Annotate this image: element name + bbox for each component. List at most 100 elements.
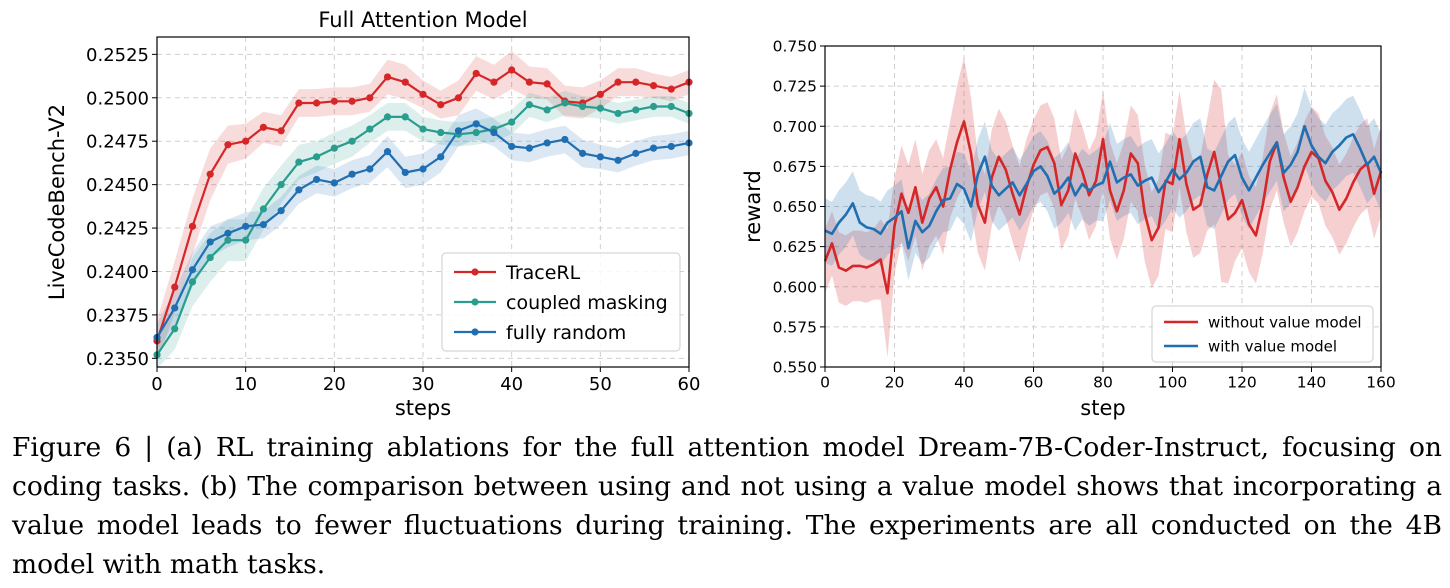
chart-a-point xyxy=(472,120,480,128)
chart-a-legend-label: coupled masking xyxy=(506,292,668,314)
chart-a-point xyxy=(472,69,480,78)
chart-a-band-series-1 xyxy=(157,90,689,369)
chart-a-point xyxy=(188,266,197,274)
chart-a-y-axis-label: LiveCodeBench-V2 xyxy=(45,104,69,300)
chart-a-point xyxy=(508,66,516,74)
chart-a-point xyxy=(614,78,622,86)
chart-a-point xyxy=(508,118,516,126)
chart-a-band-series-2 xyxy=(157,108,689,352)
chart-a-point xyxy=(490,128,498,137)
chart-a-point xyxy=(561,135,569,144)
chart-a-point xyxy=(242,222,250,230)
chart-a-band-series-0 xyxy=(157,50,689,362)
chart-a-bands xyxy=(157,50,689,369)
chart-b-y-tick-label: 0.725 xyxy=(773,78,817,96)
chart-a-point xyxy=(667,142,675,151)
chart-a-point xyxy=(383,148,392,156)
chart-a-point xyxy=(401,78,409,86)
figure-canvas: 0 10 20 30 40 50 60 0.23500.23750.24000.24250.… xyxy=(45,8,1396,420)
chart-a-point xyxy=(313,175,321,184)
caption-line-3: a value model leads to fewer fluctuation… xyxy=(12,471,1442,541)
chart-a-point xyxy=(596,153,604,161)
chart-a-point xyxy=(171,325,179,333)
chart-a-point xyxy=(632,106,640,114)
chart-a-point xyxy=(667,85,675,93)
chart-a-point xyxy=(525,101,534,109)
chart-a-point xyxy=(632,149,640,157)
chart-full-attention: 0 10 20 30 40 50 60 0.23500.23750.24000.24250.… xyxy=(45,8,700,420)
chart-a-x-tick-label: 50 xyxy=(589,374,612,395)
chart-a-point xyxy=(419,90,427,98)
chart-a-point xyxy=(171,304,179,312)
chart-a-point xyxy=(206,238,214,246)
chart-a-point xyxy=(224,141,232,149)
chart-a-point xyxy=(543,80,551,88)
chart-a-point xyxy=(242,137,250,145)
chart-b-line-series-0 xyxy=(823,120,1383,295)
chart-a-point xyxy=(366,125,374,133)
chart-b-x-tick-label: 120 xyxy=(1227,374,1257,392)
caption-line-4: 4B model with math tasks. xyxy=(12,510,1442,580)
chart-b-y-tick-label: 0.600 xyxy=(773,278,817,296)
chart-a-legend-label: fully random xyxy=(506,322,626,344)
chart-a-point xyxy=(348,137,356,145)
chart-a-x-axis-label: steps xyxy=(395,396,451,420)
chart-b-y-tick-label: 0.750 xyxy=(773,38,817,56)
caption-line-1: Figure 6 | (a) RL training ablations for… xyxy=(12,432,1442,463)
chart-b-x-axis-label: step xyxy=(1080,396,1125,420)
chart-a-point xyxy=(313,153,321,161)
chart-b-y-tick-label: 0.675 xyxy=(773,158,817,176)
chart-a-point xyxy=(632,78,640,86)
chart-a-point xyxy=(579,149,587,157)
chart-a-title: Full Attention Model xyxy=(318,8,527,32)
chart-a-y-tick-label: 0.2525 xyxy=(86,45,149,66)
chart-b-x-tick-label: 160 xyxy=(1366,374,1396,392)
chart-a-point xyxy=(490,78,498,86)
chart-a-point xyxy=(401,168,409,177)
chart-a-point xyxy=(437,101,445,109)
chart-a-point xyxy=(596,104,604,112)
chart-a-x-tick-label: 10 xyxy=(234,374,257,395)
chart-a-point xyxy=(188,278,197,286)
chart-a-point xyxy=(188,222,197,230)
chart-a-point xyxy=(348,170,356,178)
chart-b-y-axis-label: reward xyxy=(741,170,765,243)
chart-a-point xyxy=(596,90,604,98)
chart-a-point xyxy=(348,97,356,105)
chart-a-legend: TraceRL coupled masking fully random xyxy=(441,252,681,352)
chart-a-x-tick-label: 30 xyxy=(412,374,435,395)
chart-a-point xyxy=(277,207,285,215)
chart-a-legend-marker xyxy=(471,268,479,276)
chart-a-point xyxy=(543,139,551,147)
chart-a-y-tick-label: 0.2450 xyxy=(86,175,149,196)
chart-a-point xyxy=(649,102,658,111)
chart-a-legend-marker xyxy=(471,328,479,336)
chart-a-y-tick-label: 0.2375 xyxy=(86,305,149,326)
chart-a-point xyxy=(454,127,463,135)
chart-a-point xyxy=(437,153,445,161)
chart-b-x-tick-label: 60 xyxy=(1024,374,1044,392)
chart-a-point xyxy=(419,165,427,173)
chart-a-point xyxy=(242,236,250,244)
chart-a-point xyxy=(561,99,569,107)
chart-b-y-tick-label: 0.700 xyxy=(773,118,817,136)
chart-a-point xyxy=(614,156,622,164)
chart-b-x-tick-label: 20 xyxy=(885,374,905,392)
chart-a-x-ticks: 0 10 20 30 40 50 60 xyxy=(151,367,700,395)
chart-b-bands xyxy=(825,57,1381,358)
chart-a-point xyxy=(277,127,285,135)
chart-a-y-ticks: 0.2350 0.2375 0.2400 0.2425 0.2450 0.2475 0.25… xyxy=(86,45,157,370)
chart-b-legend-label: without value model xyxy=(1208,313,1362,331)
chart-b-y-tick-label: 0.625 xyxy=(773,238,817,256)
chart-b-band-series-1 xyxy=(825,87,1381,281)
chart-a-point xyxy=(649,144,658,152)
chart-b-x-tick-label: 0 xyxy=(820,374,830,392)
chart-b-legend-label: with value model xyxy=(1208,337,1337,355)
chart-a-legend-label: TraceRL xyxy=(505,262,581,284)
chart-a-point xyxy=(295,186,303,194)
chart-a-point xyxy=(454,94,463,102)
chart-b-x-tick-label: 100 xyxy=(1158,374,1188,392)
chart-a-point xyxy=(401,113,409,121)
chart-a-point xyxy=(171,283,179,291)
chart-b-y-ticks: 0.550 0.575 0.600 0.625 0.650 0.675 0.700 0.725… xyxy=(773,38,825,377)
